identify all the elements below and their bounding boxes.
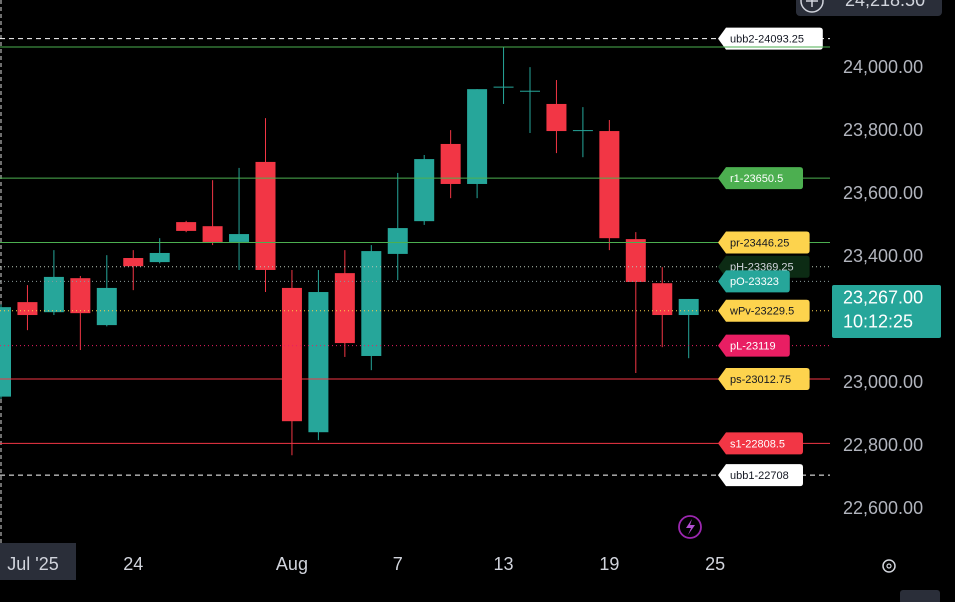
candle-body [520, 90, 540, 92]
level-tag [718, 167, 803, 190]
candle-body [361, 251, 382, 356]
alert-icon[interactable] [678, 515, 702, 539]
level-tag [718, 368, 810, 391]
candle-body [281, 287, 302, 422]
top-price-box [796, 0, 942, 16]
level-label: pL-23119 [730, 340, 776, 352]
y-tick-label: 22,600.00 [843, 498, 923, 518]
y-tick-label: 23,400.00 [843, 246, 923, 266]
level-label: r1-23650.5 [730, 173, 783, 185]
x-tick-label: 25 [705, 554, 725, 574]
candle-body [202, 226, 223, 242]
candle-body [96, 287, 117, 326]
candle-body [17, 302, 38, 316]
y-tick-label: 23,000.00 [843, 372, 923, 392]
level-tag [718, 432, 803, 455]
level-tag [718, 334, 790, 357]
x-tick-label: 19 [599, 554, 619, 574]
scroll-button[interactable] [900, 590, 940, 602]
level-tag [718, 464, 803, 487]
candle-body [229, 234, 250, 242]
level-label: s1-22808.5 [730, 438, 785, 450]
add-button[interactable] [800, 0, 824, 13]
y-tick-label: 22,800.00 [843, 435, 923, 455]
level-label: pr-23446.25 [730, 237, 789, 249]
candle-body [0, 307, 11, 397]
level-label: ps-23012.75 [730, 374, 791, 386]
candle-body [414, 159, 435, 222]
levels: ubb2-24093.25r1-23650.5pr-23446.25pH-233… [0, 27, 830, 487]
level-label: ubb2-24093.25 [730, 34, 804, 46]
date-box [0, 543, 76, 580]
candle-body [70, 278, 91, 314]
candle-body [467, 89, 488, 184]
level-tag [718, 27, 823, 50]
candle-body [440, 143, 461, 184]
level-tag [718, 299, 810, 322]
x-tick-label: Aug [276, 554, 308, 574]
level-tag [718, 270, 790, 293]
x-tick-label: 24 [123, 554, 143, 574]
candle-body [387, 228, 408, 254]
x-tick-label: 7 [393, 554, 403, 574]
candle-body [176, 222, 197, 231]
candle-body [625, 239, 646, 282]
candle-body [546, 103, 567, 132]
level-label: ubb1-22708 [730, 470, 789, 482]
y-tick-label: 23,600.00 [843, 183, 923, 203]
level-label: wPv-23229.5 [729, 306, 794, 318]
candle-body [43, 276, 64, 313]
price-axis: Jul '25 24 Aug 7 13 19 25 22,600.00 22,800.00 23,… [7, 57, 941, 574]
top-price: 24,218.50 [845, 0, 925, 10]
add-icon [806, 0, 818, 7]
level-label: pO-23323 [730, 276, 779, 288]
candle-body [599, 131, 620, 239]
candle-body [308, 292, 329, 433]
candle-body [652, 283, 673, 316]
x-tick-label: 13 [494, 554, 514, 574]
settings-icon-center [886, 563, 892, 569]
x-tick-label: Jul '25 [7, 554, 58, 574]
y-tick-label: 24,000.00 [843, 57, 923, 77]
candle-body [493, 86, 514, 88]
candle-body [572, 130, 593, 132]
settings-icon[interactable] [882, 559, 896, 573]
candle-body [334, 273, 355, 344]
last-price: 23,267.00 [843, 288, 923, 308]
level-tag [718, 231, 810, 254]
last-price-box [832, 284, 941, 338]
candle-body [149, 252, 170, 263]
candles [0, 46, 699, 456]
y-tick-label: 23,800.00 [843, 120, 923, 140]
candle-body [123, 258, 144, 267]
candle-body [678, 298, 699, 316]
countdown: 10:12:25 [843, 312, 913, 332]
lightning [686, 519, 695, 535]
